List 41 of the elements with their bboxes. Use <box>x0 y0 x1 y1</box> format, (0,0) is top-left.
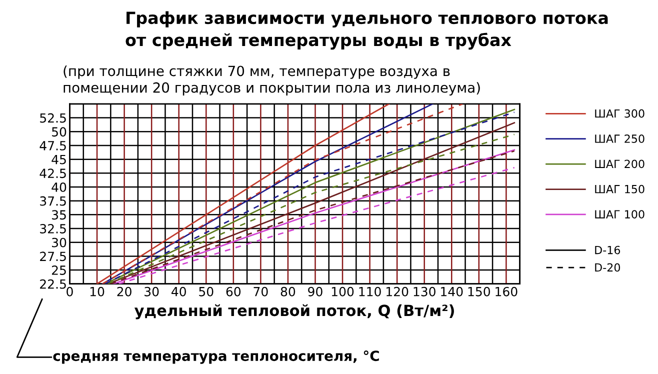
legend-label: ШАГ 100 <box>595 210 644 218</box>
x-tick-label: 60 <box>226 286 241 296</box>
x-tick-label: 70 <box>254 286 268 296</box>
legend-label: ШАГ 250 <box>595 134 644 143</box>
x-tick-label: 30 <box>144 286 159 296</box>
x-tick-label: 130 <box>414 286 436 296</box>
chart-title: График зависимости удельного теплового потока от средней температуры воды в трубах <box>126 11 608 50</box>
legend-label: ШАГ 300 <box>595 109 644 118</box>
x-tick-label: 80 <box>280 286 296 296</box>
y-tick-label: 35 <box>52 210 66 220</box>
chart-subtitle: (при толщине стяжки 70 мм, температуре воздуха в помещении 20 градусов и покрытии пола из линолеума) <box>64 65 480 96</box>
x-tick-label: 40 <box>172 286 186 296</box>
x-tick-label: 20 <box>117 286 132 296</box>
y-tick-label: 25 <box>52 266 66 275</box>
y-axis-title: средняя температура теплоносителя, °C <box>53 350 379 364</box>
y-tick-label: 37.5 <box>40 196 66 206</box>
x-tick-label: 0 <box>66 286 73 296</box>
y-tick-label: 32.5 <box>40 224 66 234</box>
legend-label: ШАГ 150 <box>595 184 644 194</box>
text: D-16 <box>595 246 620 254</box>
y-tick-label: 50 <box>52 127 66 137</box>
y-tick-label: 45 <box>52 154 66 164</box>
x-tick-label: 120 <box>386 286 408 296</box>
text: D-20 <box>595 263 620 272</box>
x-tick-label: 160 <box>496 286 518 296</box>
x-tick-label: 50 <box>199 286 214 296</box>
y-tick-label: 27.5 <box>40 252 66 262</box>
y-tick-label: 52.5 <box>40 113 66 123</box>
x-tick-label: 100 <box>332 286 354 296</box>
y-tick-label: 40 <box>52 182 66 192</box>
legend-label: ШАГ 200 <box>595 160 644 168</box>
y-tick-label: 42.5 <box>40 168 66 178</box>
y-tick-label: 22.5 <box>40 279 66 289</box>
x-tick-label: 10 <box>90 286 104 296</box>
y-tick-label: 47.5 <box>40 141 66 150</box>
x-tick-label: 90 <box>308 286 322 296</box>
x-axis-title: удельный тепловой поток, Q (Вт/м²) <box>134 304 454 320</box>
x-tick-label: 150 <box>468 286 490 296</box>
x-tick-label: 110 <box>359 286 381 296</box>
x-tick-label: 140 <box>441 286 463 296</box>
y-tick-label: 30 <box>52 238 66 248</box>
